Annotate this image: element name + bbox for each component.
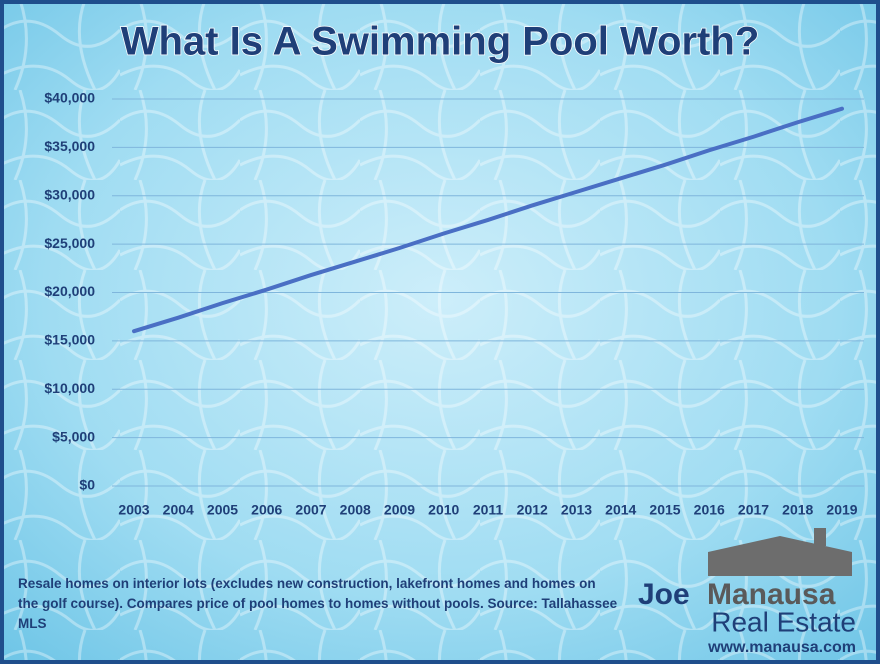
y-tick-label: $0: [79, 477, 95, 493]
y-tick-label: $10,000: [44, 380, 95, 396]
x-tick-label: 2008: [340, 502, 371, 518]
note-box: Resale homes on interior lots (excludes …: [18, 576, 618, 631]
x-tick-label: 2009: [384, 502, 415, 518]
y-tick-label: $35,000: [44, 138, 95, 154]
x-tick-label: 2006: [251, 502, 282, 518]
x-tick-label: 2016: [694, 502, 725, 518]
x-tick-label: 2003: [118, 502, 149, 518]
logo: Joe Manausa Real Estate www.manausa.com: [638, 528, 856, 656]
y-tick-label: $15,000: [44, 332, 95, 348]
y-tick-label: $40,000: [44, 90, 95, 106]
logo-name-first: Joe: [638, 578, 690, 611]
x-tick-label: 2010: [428, 502, 459, 518]
x-tick-label: 2019: [826, 502, 857, 518]
logo-tagline: Real Estate: [711, 606, 856, 637]
line-series: [132, 106, 844, 334]
plot-area: $0 $5,000 $10,000 $15,000 $20,000 $25,000 $30,…: [44, 90, 864, 518]
x-tick-label: 2004: [163, 502, 194, 518]
y-tick-label: $30,000: [44, 186, 95, 202]
x-tick-label: 2013: [561, 502, 592, 518]
x-tick-label: 2005: [207, 502, 238, 518]
x-tick-label: 2007: [295, 502, 326, 518]
x-tick-label: 2012: [517, 502, 548, 518]
x-tick-label: 2018: [782, 502, 813, 518]
x-tick-label: 2015: [649, 502, 680, 518]
y-tick-label: $20,000: [44, 283, 95, 299]
logo-chimney: [814, 528, 826, 546]
x-tick-label: 2014: [605, 502, 636, 518]
logo-url: www.manausa.com: [707, 639, 856, 656]
y-tick-label: $5,000: [52, 428, 95, 444]
chart-title: What Is A Swimming Pool Worth?: [121, 20, 760, 64]
x-tick-label: 2011: [473, 502, 504, 518]
y-tick-label: $25,000: [44, 235, 95, 251]
logo-name-last: Manausa: [707, 578, 836, 611]
note: Resale homes on interior lots (excludes …: [18, 576, 618, 631]
x-tick-label: 2017: [738, 502, 769, 518]
